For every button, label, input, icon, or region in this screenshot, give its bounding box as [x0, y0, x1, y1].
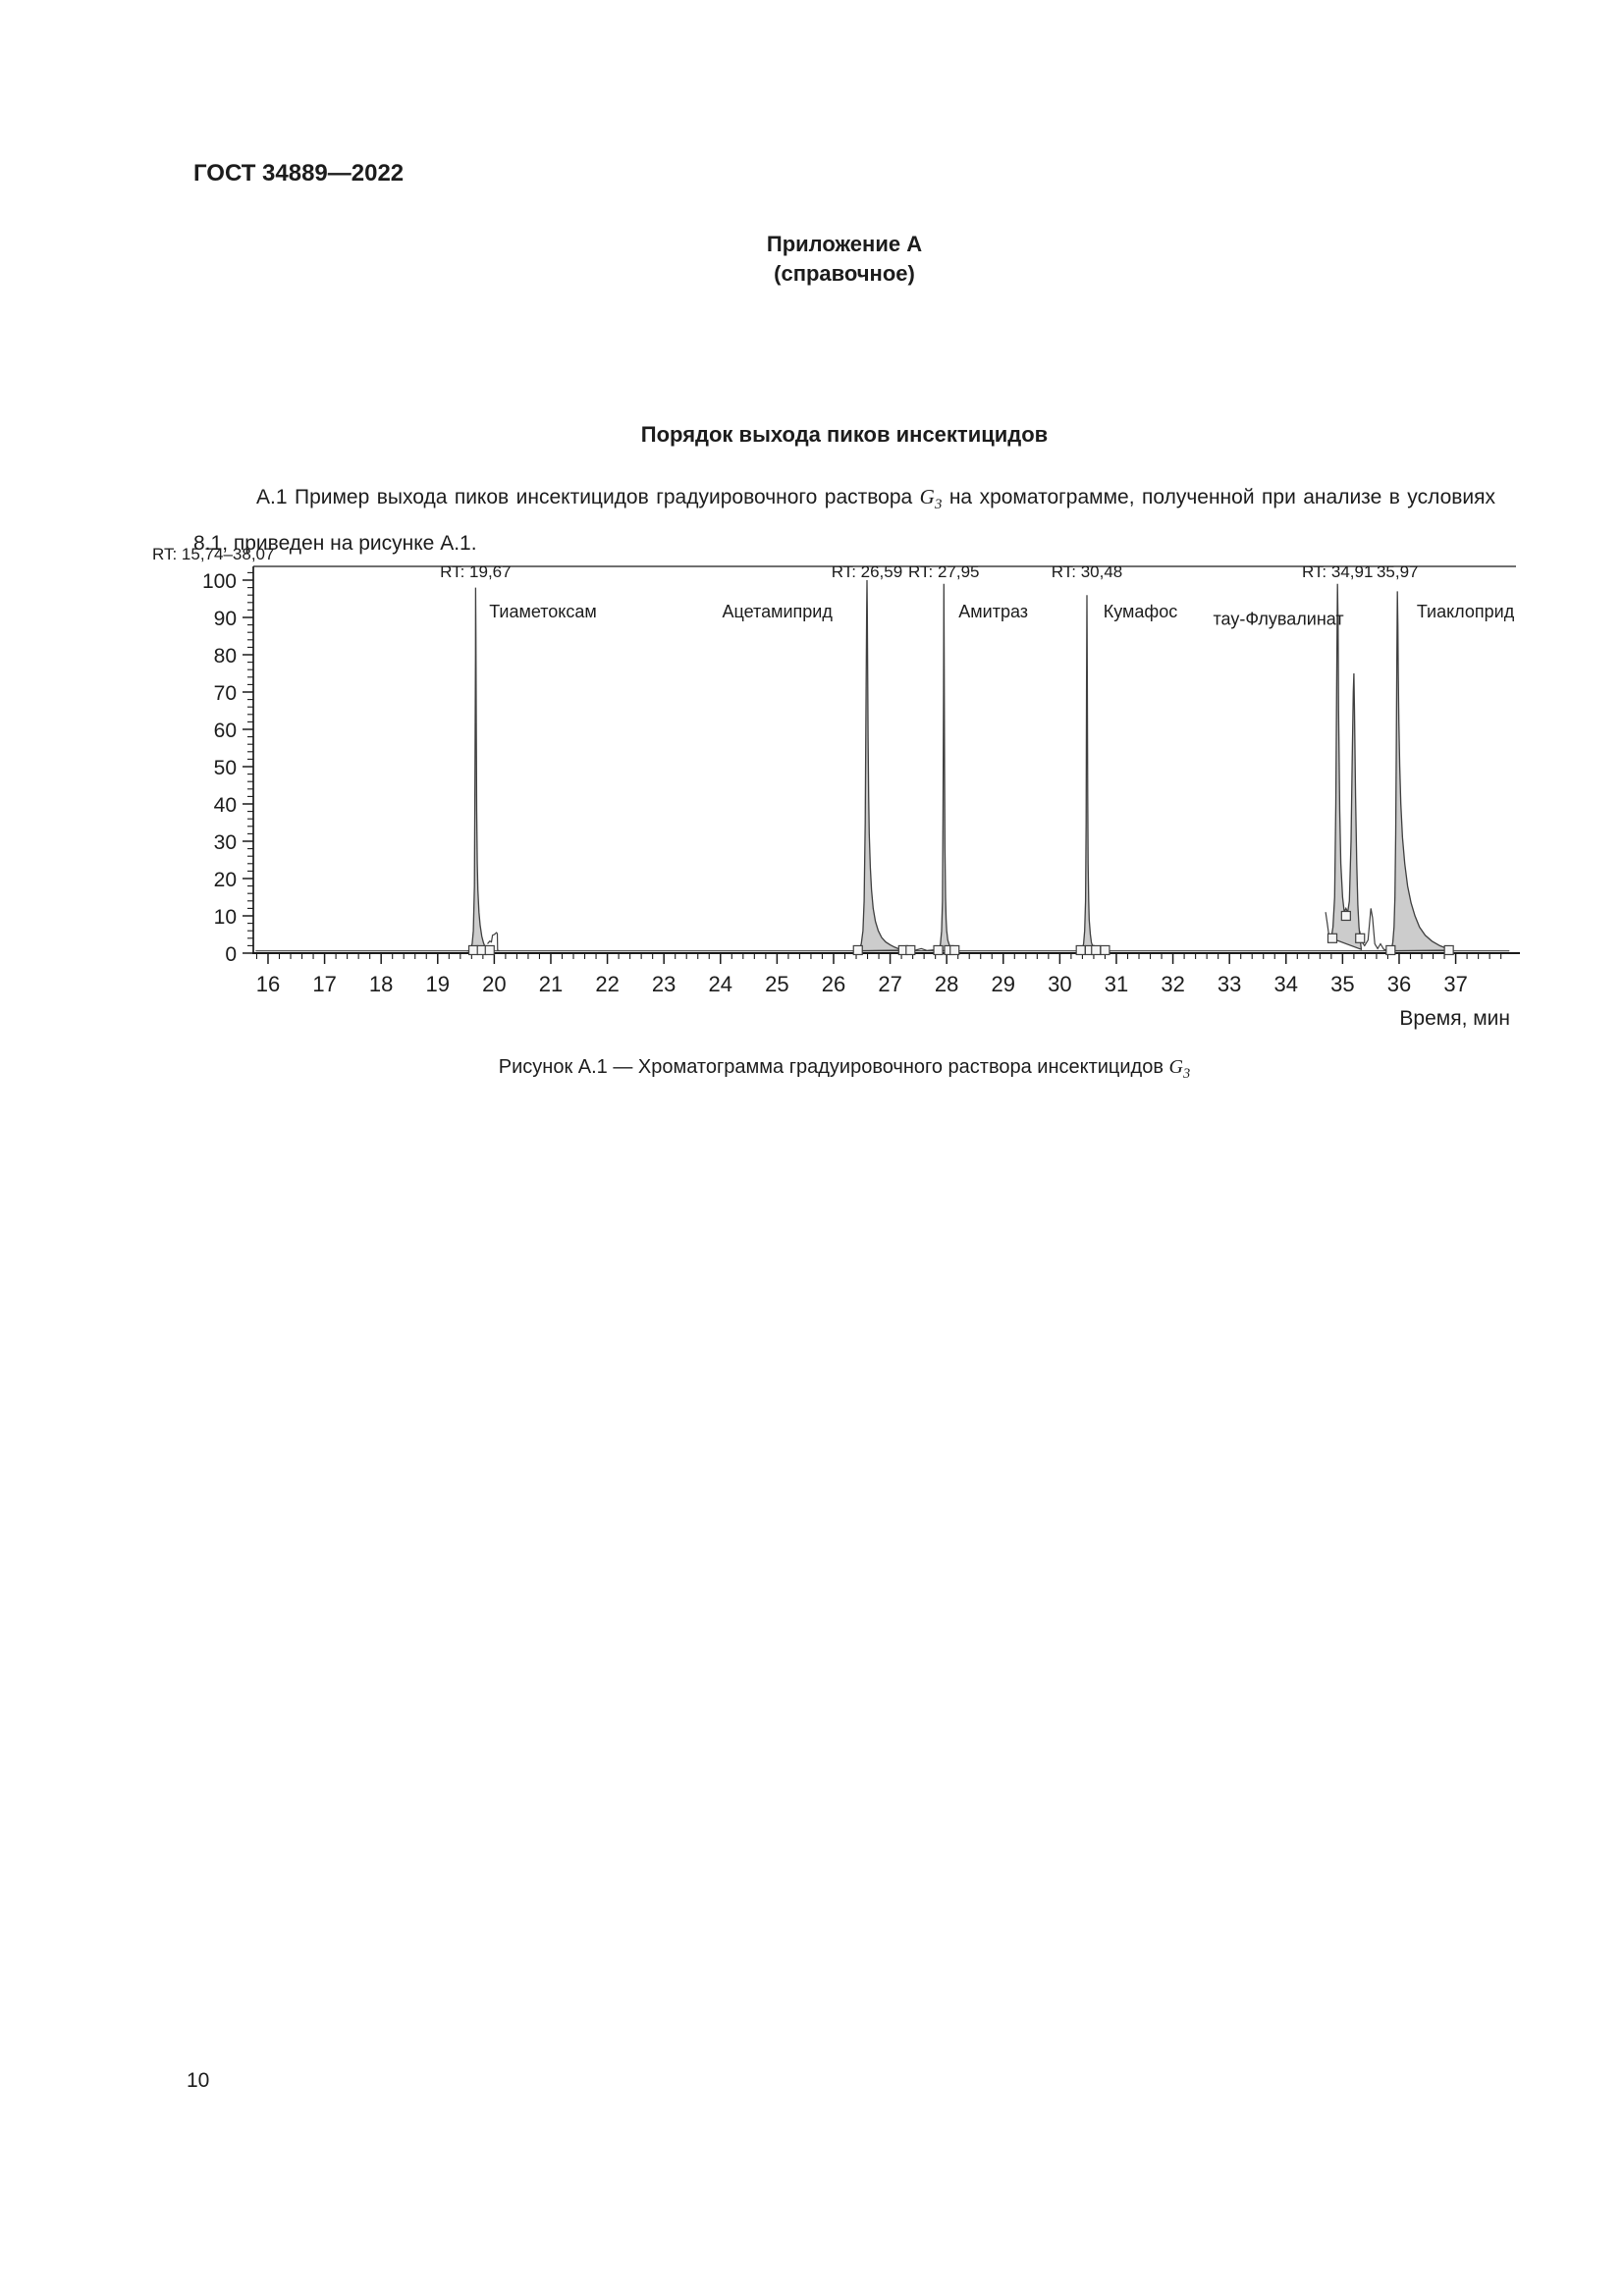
svg-text:34: 34 — [1274, 972, 1298, 996]
svg-text:RT: 26,59: RT: 26,59 — [832, 562, 902, 581]
svg-text:Кумафос: Кумафос — [1104, 602, 1178, 621]
wiggle-after-tau-fluvalinate — [1359, 908, 1388, 951]
svg-text:30: 30 — [1048, 972, 1071, 996]
section-title: Порядок выхода пиков инсектицидов — [640, 422, 1049, 447]
integration-marker — [1075, 944, 1086, 956]
svg-text:35: 35 — [1330, 972, 1354, 996]
svg-text:26: 26 — [822, 972, 845, 996]
caption-symbol-letter: G — [1168, 1056, 1183, 1078]
chart-axes: 0 10 20 30 40 50 60 70 80 90 100 16 17 18 19 20 21 22 23 24… — [202, 565, 1520, 996]
svg-text:21: 21 — [539, 972, 563, 996]
svg-text:Ацетамиприд: Ацетамиприд — [723, 602, 834, 621]
svg-text:60: 60 — [214, 720, 237, 742]
svg-text:23: 23 — [652, 972, 676, 996]
integration-marker — [905, 944, 916, 956]
svg-text:28: 28 — [935, 972, 958, 996]
integration-marker — [933, 944, 944, 956]
integration-marker — [949, 944, 960, 956]
svg-text:16: 16 — [256, 972, 280, 996]
svg-text:RT: 34,91: RT: 34,91 — [1302, 562, 1373, 581]
integration-marker — [1100, 944, 1110, 956]
svg-text:RT: 15,74–38,07: RT: 15,74–38,07 — [152, 545, 274, 563]
paragraph-text-after: на хроматограмме, полученной при анализе… — [193, 486, 1496, 556]
svg-text:20: 20 — [214, 869, 237, 891]
solution-symbol-letter: G — [919, 485, 935, 508]
caption-solution-symbol: G3 — [1168, 1056, 1191, 1082]
svg-text:100: 100 — [202, 570, 237, 593]
solution-symbol-index: 3 — [934, 497, 943, 513]
svg-text:37: 37 — [1443, 972, 1467, 996]
doc-code: ГОСТ 34889—2022 — [193, 160, 405, 187]
peak-rt-35.97 — [1388, 591, 1453, 952]
appendix-heading: Приложение А (справочное) — [193, 230, 1495, 289]
integration-markers — [467, 910, 1454, 956]
integration-marker — [1326, 933, 1338, 943]
chart-annotations: RT: 15,74–38,07 Время, мин RT: 19,67 Тиамет… — [152, 545, 1515, 1030]
svg-text:90: 90 — [214, 608, 237, 630]
appendix-subtitle: (справочное) — [774, 261, 915, 286]
figure-caption: Рисунок А.1 — Хроматограмма градуировочн… — [193, 1056, 1495, 1083]
peak-rt-34.91 — [1330, 583, 1363, 951]
svg-text:22: 22 — [595, 972, 619, 996]
svg-text:0: 0 — [225, 943, 237, 966]
bump-after-thiamethoxam — [487, 932, 500, 952]
solution-symbol: G3 — [919, 485, 943, 512]
svg-text:Тиаклоприд: Тиаклоприд — [1417, 602, 1515, 621]
svg-text:25: 25 — [765, 972, 788, 996]
svg-text:31: 31 — [1105, 972, 1128, 996]
integration-marker — [1385, 944, 1396, 956]
chart-peaks — [466, 579, 1453, 952]
integration-marker — [484, 944, 495, 956]
svg-text:70: 70 — [214, 682, 237, 705]
svg-text:36: 36 — [1387, 972, 1411, 996]
svg-text:33: 33 — [1218, 972, 1241, 996]
svg-text:27: 27 — [878, 972, 901, 996]
caption-symbol-index: 3 — [1182, 1066, 1191, 1082]
svg-text:RT: 30,48: RT: 30,48 — [1052, 562, 1122, 581]
svg-text:18: 18 — [369, 972, 393, 996]
paragraph-a1: А.1 Пример выхода пиков инсектицидов гра… — [193, 478, 1495, 562]
integration-marker — [1355, 933, 1366, 943]
integration-marker — [852, 944, 863, 956]
svg-text:RT: 27,95: RT: 27,95 — [908, 562, 979, 581]
svg-text:32: 32 — [1161, 972, 1184, 996]
svg-text:24: 24 — [709, 972, 732, 996]
peak-rt-27.95 — [936, 583, 956, 952]
page-number: 10 — [187, 2069, 210, 2092]
chart-minor-traces — [487, 908, 1388, 952]
svg-text:40: 40 — [214, 794, 237, 817]
svg-text:50: 50 — [214, 757, 237, 779]
integration-marker — [1443, 944, 1454, 956]
svg-text:80: 80 — [214, 645, 237, 667]
svg-text:17: 17 — [312, 972, 336, 996]
svg-text:Время, мин: Время, мин — [1399, 1007, 1510, 1030]
peak-rt-19.67 — [466, 587, 489, 952]
integration-marker — [1340, 910, 1351, 922]
chromatogram-chart: 0 10 20 30 40 50 60 70 80 90 100 16 17 18 19 20 21 22 23 24… — [152, 545, 1520, 1030]
svg-text:20: 20 — [482, 972, 506, 996]
svg-text:тау-Флувалинат: тау-Флувалинат — [1213, 610, 1343, 629]
svg-text:Тиаметоксам: Тиаметоксам — [489, 602, 597, 621]
integration-marker — [467, 944, 479, 956]
svg-text:35,97: 35,97 — [1377, 562, 1419, 581]
caption-text: Рисунок А.1 — Хроматограмма градуировочн… — [498, 1056, 1169, 1078]
peak-rt-30.48 — [1079, 595, 1097, 952]
svg-text:29: 29 — [992, 972, 1015, 996]
integration-marker — [1091, 944, 1102, 956]
svg-text:10: 10 — [214, 906, 237, 929]
svg-text:Амитраз: Амитраз — [958, 602, 1028, 621]
paragraph-text-before: А.1 Пример выхода пиков инсектицидов гра… — [256, 486, 920, 508]
svg-text:RT: 19,67: RT: 19,67 — [440, 562, 511, 581]
peak-rt-26.59 — [855, 579, 903, 952]
svg-text:30: 30 — [214, 831, 237, 854]
appendix-title: Приложение А — [766, 232, 923, 256]
svg-text:19: 19 — [426, 972, 450, 996]
